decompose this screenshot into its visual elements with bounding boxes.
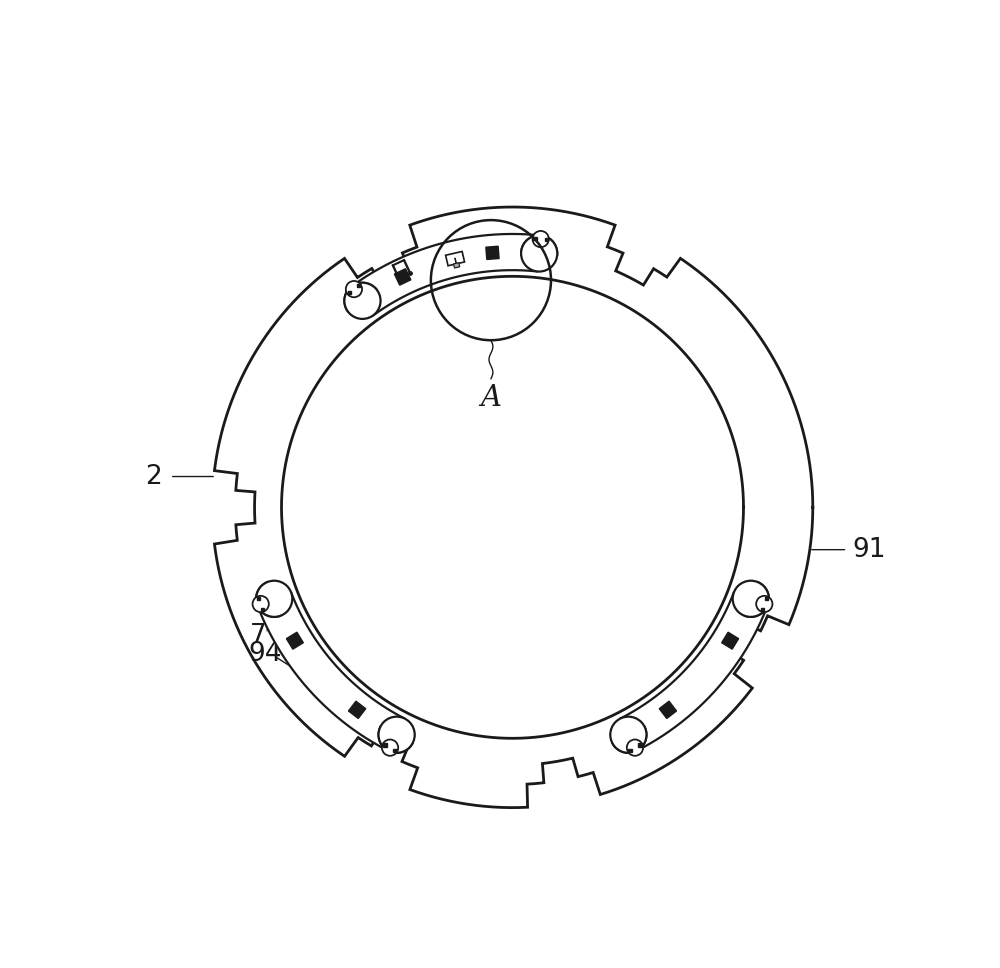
Text: 2: 2 (145, 464, 162, 490)
Circle shape (533, 231, 549, 247)
Circle shape (346, 281, 362, 297)
Polygon shape (659, 701, 677, 718)
Polygon shape (545, 238, 548, 241)
Polygon shape (454, 262, 460, 268)
Polygon shape (393, 748, 397, 752)
Polygon shape (257, 597, 260, 600)
Text: 94: 94 (248, 641, 282, 667)
Circle shape (379, 716, 415, 753)
Polygon shape (446, 252, 465, 266)
Text: A: A (480, 384, 501, 412)
Polygon shape (486, 246, 499, 259)
Circle shape (521, 235, 557, 272)
Polygon shape (612, 582, 769, 753)
Polygon shape (628, 748, 632, 752)
Circle shape (733, 581, 769, 617)
Polygon shape (722, 632, 739, 650)
Polygon shape (348, 701, 366, 718)
Polygon shape (533, 237, 537, 240)
Circle shape (382, 740, 398, 756)
Polygon shape (761, 608, 764, 611)
Circle shape (756, 596, 772, 612)
Polygon shape (286, 632, 303, 650)
Circle shape (256, 581, 292, 617)
Text: 7: 7 (250, 622, 267, 649)
Polygon shape (638, 743, 642, 746)
Polygon shape (348, 290, 351, 294)
Circle shape (610, 716, 646, 753)
Polygon shape (344, 234, 557, 316)
Polygon shape (394, 269, 411, 286)
Polygon shape (256, 582, 413, 753)
Circle shape (627, 740, 643, 756)
Polygon shape (261, 608, 264, 611)
Circle shape (344, 283, 381, 318)
Text: 91: 91 (853, 536, 886, 562)
Circle shape (253, 596, 269, 612)
Polygon shape (765, 597, 768, 600)
Polygon shape (383, 743, 387, 746)
Polygon shape (357, 284, 360, 287)
